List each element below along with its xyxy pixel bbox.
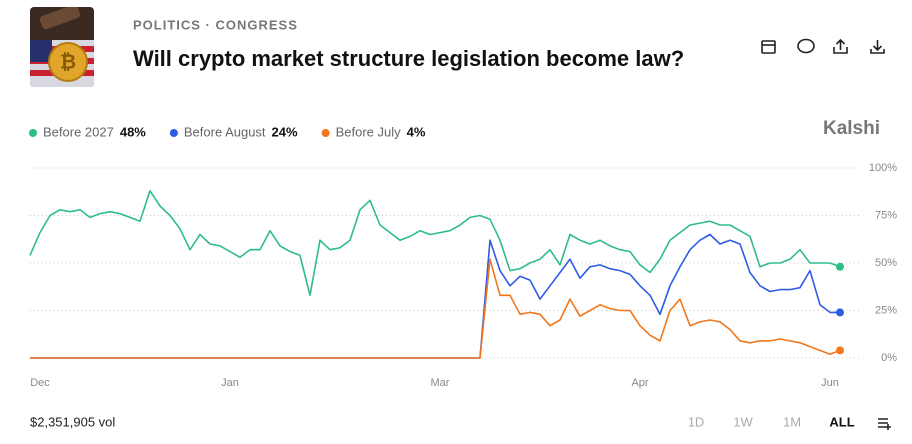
menu-icon[interactable]	[878, 418, 891, 430]
legend-dot	[321, 129, 330, 137]
end-dot	[836, 346, 844, 355]
legend-value: 24%	[272, 124, 298, 139]
share-icon[interactable]	[833, 38, 848, 54]
download-icon[interactable]	[870, 40, 885, 54]
series-line	[29, 190, 841, 297]
y-tick-label: 100%	[869, 162, 897, 174]
calendar-icon[interactable]	[761, 40, 776, 54]
breadcrumb: POLITICS · CONGRESS	[133, 17, 298, 32]
series-line	[30, 258, 841, 359]
range-button[interactable]: ALL	[829, 414, 854, 429]
svg-text:₿: ₿	[60, 51, 76, 73]
x-tick-label: Jan	[221, 377, 239, 389]
y-tick-label: 50%	[875, 257, 897, 269]
range-button[interactable]: 1M	[783, 414, 801, 429]
x-tick-label: Apr	[631, 377, 648, 389]
volume: $2,351,905 vol	[30, 414, 115, 429]
legend-label: Before July	[336, 124, 402, 139]
legend-dot	[169, 129, 178, 137]
x-tick-label: Mar	[431, 377, 450, 389]
end-dot	[836, 308, 844, 317]
legend-label: Before August	[184, 124, 266, 139]
end-dot	[836, 262, 844, 271]
y-tick-label: 75%	[875, 209, 897, 221]
legend-dot	[29, 129, 37, 137]
y-tick-label: 0%	[881, 352, 897, 364]
y-tick-label: 25%	[875, 304, 897, 316]
brand: Kalshi	[823, 118, 880, 139]
legend-value: 4%	[407, 124, 426, 139]
series-line	[30, 233, 840, 359]
x-tick-label: Jun	[821, 377, 839, 389]
x-tick-label: Dec	[30, 377, 50, 389]
title: Will crypto market structure legislation…	[133, 46, 684, 71]
legend-label: Before 2027	[43, 124, 114, 139]
legend-value: 48%	[120, 124, 146, 139]
range-button[interactable]: 1W	[733, 414, 753, 429]
range-button[interactable]: 1D	[688, 414, 705, 429]
comment-icon[interactable]	[797, 38, 815, 54]
thumbnail: ₿	[30, 7, 94, 87]
